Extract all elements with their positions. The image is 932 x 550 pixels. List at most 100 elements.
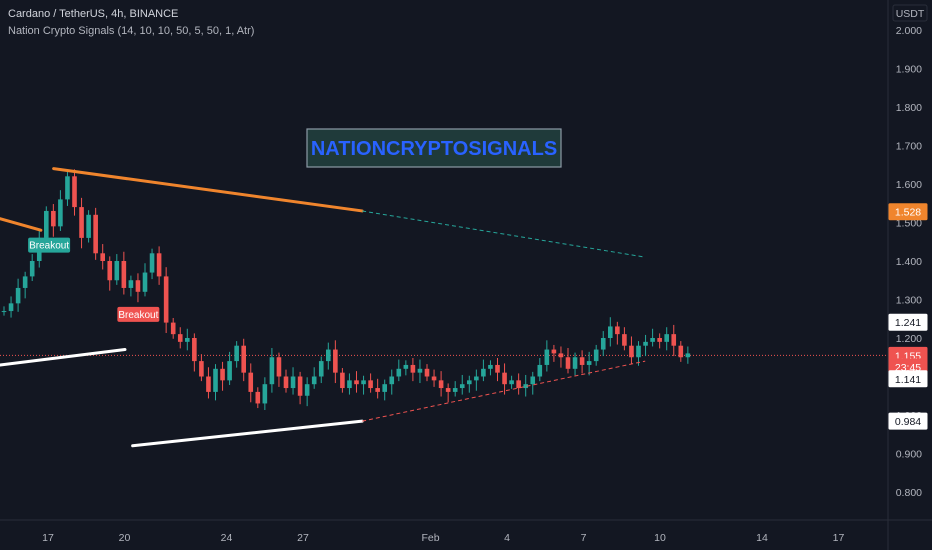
candle-body (600, 338, 606, 350)
candle-body (579, 357, 585, 365)
candle-body (156, 253, 162, 277)
price-tag: 0.984 (888, 412, 928, 430)
candle-body (664, 334, 669, 342)
x-tick-label: 17 (42, 532, 54, 544)
candle-body (382, 384, 387, 392)
indicator-legend[interactable]: Nation Crypto Signals (14, 10, 10, 50, 5… (8, 25, 255, 37)
candle-body (22, 276, 28, 288)
y-tick-label: 1.500 (896, 218, 922, 230)
candle-body (361, 380, 366, 385)
candle-body (262, 384, 268, 404)
candle-body (389, 376, 395, 385)
breakout-signal-box (117, 306, 160, 322)
candle-body (107, 261, 113, 281)
price-tag: 1.141 (888, 370, 928, 388)
candle-body (657, 338, 662, 342)
candle-body (502, 372, 507, 385)
y-tick-label: 0.900 (896, 449, 922, 461)
candle-body (15, 287, 21, 304)
candle-body (650, 338, 655, 342)
currency-box (892, 4, 928, 22)
candle-body (283, 376, 289, 389)
breakout-signal-label: Breakout (118, 310, 158, 321)
candle-body (86, 214, 91, 238)
candle-body (142, 272, 148, 292)
breakout-signal-box (28, 237, 71, 253)
candle-body (445, 388, 451, 392)
candle-body (255, 391, 261, 404)
candle-body (516, 380, 521, 389)
candle-body (185, 338, 190, 342)
watermark-box (306, 128, 562, 168)
white-trendline (131, 419, 364, 448)
y-tick-label: 1.700 (896, 141, 922, 153)
candle-body (1, 311, 7, 313)
candle-body (685, 353, 691, 358)
candles (1, 169, 691, 410)
candle-body (213, 368, 218, 392)
candle-body (643, 341, 648, 346)
white-trendline-extension (362, 360, 646, 422)
candle-body (565, 357, 571, 369)
x-tick-label: 20 (119, 532, 131, 544)
price-tag: 1.528 (888, 203, 928, 221)
white-trendline (0, 348, 127, 367)
candle-body (551, 349, 557, 354)
candle-body (396, 368, 402, 377)
candle-body (220, 368, 225, 381)
y-tick-label: 1.400 (896, 256, 922, 268)
candle-body (206, 376, 211, 392)
candle-body (438, 380, 444, 389)
x-tick-label: 24 (221, 532, 233, 544)
candle-body (29, 261, 35, 277)
price-tag-box (888, 313, 928, 331)
candle-body (544, 349, 550, 365)
y-tick-label: 1.600 (896, 179, 922, 191)
orange-trendline (52, 167, 364, 213)
candle-body (523, 384, 528, 389)
candle-body (199, 361, 204, 377)
candle-body (622, 334, 627, 346)
breakout-signal: Breakout (28, 237, 71, 253)
y-tick-label: 1.900 (896, 64, 922, 76)
candle-body (114, 261, 120, 281)
candle-body (58, 199, 63, 227)
price-tag-label: 1.241 (895, 317, 921, 329)
candle-body (481, 368, 486, 377)
price-tag-box (888, 370, 928, 388)
candle-body (678, 345, 684, 358)
candle-body (629, 345, 634, 358)
candle-body (163, 276, 169, 323)
price-tag-box (888, 203, 928, 221)
candle-body (93, 214, 98, 254)
x-tick-label: Feb (421, 532, 439, 544)
candle-body (530, 376, 536, 385)
candle-body (51, 210, 56, 227)
candle-body (431, 376, 437, 381)
x-tick-label: 27 (297, 532, 309, 544)
y-tick-label: 1.300 (896, 295, 922, 307)
candle-body (608, 326, 613, 338)
candle-body (424, 368, 430, 377)
candle-body (347, 380, 352, 389)
candle-body (586, 361, 592, 365)
candle-body (474, 376, 479, 381)
orange-trendline (0, 217, 43, 232)
candle-body (375, 388, 380, 392)
candle-body (452, 388, 458, 392)
candle-body (8, 303, 14, 312)
candle-body (149, 253, 155, 273)
y-tick-label: 0.800 (896, 487, 922, 499)
candle-body (537, 364, 543, 377)
chart-title: Cardano / TetherUS, 4h, BINANCE (8, 8, 179, 20)
candle-body (72, 176, 77, 208)
candle-body (170, 322, 176, 335)
candle-body (100, 253, 105, 261)
candle-body (593, 349, 599, 362)
candle-body (135, 280, 141, 292)
price-tag-label: 1.528 (895, 207, 921, 219)
price-tag-box (888, 412, 928, 430)
candle-body (495, 364, 500, 373)
candle-body (241, 345, 246, 373)
